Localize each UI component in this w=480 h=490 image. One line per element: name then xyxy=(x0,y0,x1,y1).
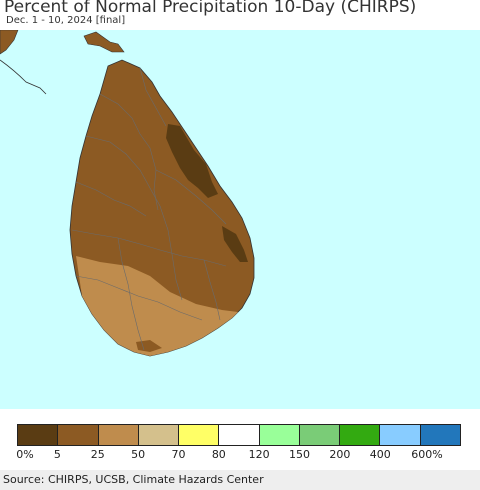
south-patch xyxy=(136,340,162,352)
india-landmass xyxy=(0,30,19,55)
legend-label: 0% xyxy=(16,448,34,461)
legend-labels: 0% 5 25 50 70 80 120 150 200 400 600% xyxy=(0,448,480,462)
legend-swatch xyxy=(340,425,381,445)
legend-swatch xyxy=(299,425,341,445)
legend-label: 120 xyxy=(248,448,270,461)
precipitation-map xyxy=(0,30,480,409)
legend-label: 600% xyxy=(411,448,443,461)
legend-swatch xyxy=(179,425,220,445)
legend-swatch xyxy=(219,425,260,445)
source-footer: Source: CHIRPS, UCSB, Climate Hazards Ce… xyxy=(0,470,480,490)
legend-label: 50 xyxy=(131,448,146,461)
legend-label: 80 xyxy=(211,448,226,461)
legend-label: 200 xyxy=(329,448,351,461)
southwest-region xyxy=(76,256,238,356)
legend-label: 400 xyxy=(369,448,391,461)
legend-label: 70 xyxy=(171,448,186,461)
legend-swatch xyxy=(380,425,421,445)
legend-label: 5 xyxy=(53,448,61,461)
legend-swatch xyxy=(98,425,139,445)
india-coast-line xyxy=(0,59,47,95)
legend-swatch xyxy=(58,425,99,445)
map-canvas xyxy=(0,30,255,357)
map-title: Percent of Normal Precipitation 10-Day (… xyxy=(4,0,417,17)
legend-swatch xyxy=(420,425,460,445)
legend-swatch xyxy=(18,425,59,445)
color-legend xyxy=(17,424,461,446)
legend-label: 25 xyxy=(90,448,105,461)
jaffna-peninsula xyxy=(83,31,125,53)
legend-swatch xyxy=(259,425,300,445)
legend-label: 150 xyxy=(289,448,311,461)
map-subtitle: Dec. 1 - 10, 2024 [final] xyxy=(6,15,126,26)
northeast-dry-region xyxy=(166,124,218,198)
east-coast-dry-region xyxy=(222,226,248,262)
legend-swatch xyxy=(138,425,180,445)
district-boundaries xyxy=(71,67,227,351)
